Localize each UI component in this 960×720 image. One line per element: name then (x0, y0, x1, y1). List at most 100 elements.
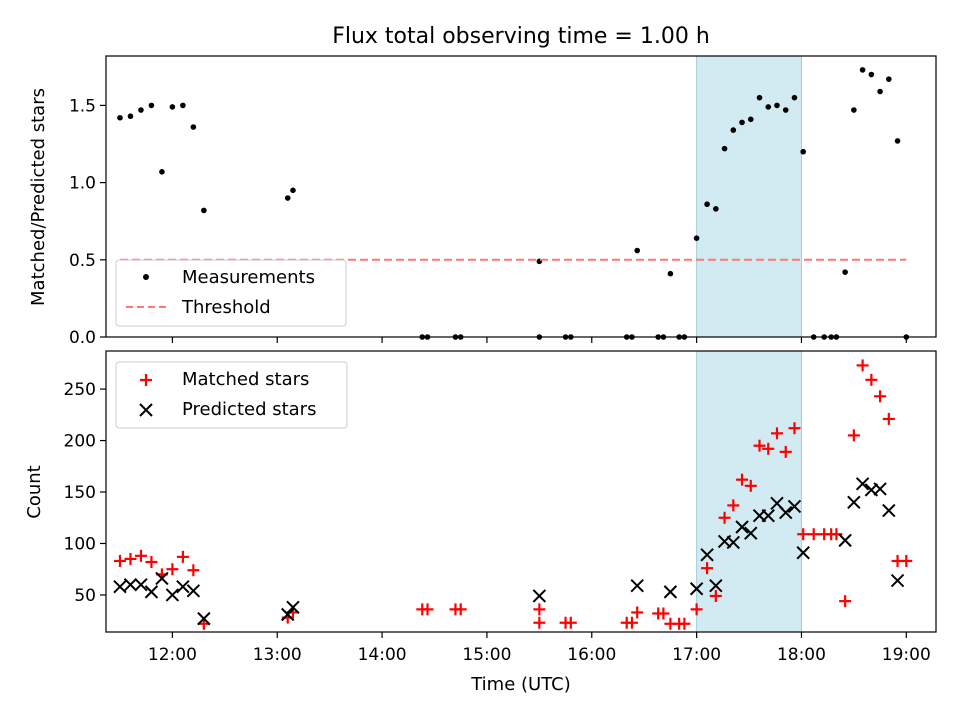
measurements-point (190, 124, 197, 130)
predicted-stars-point (838, 533, 852, 548)
matched-stars-point (882, 412, 895, 425)
measurements-point (859, 67, 866, 73)
y-tick-label: 100 (64, 534, 96, 554)
chart-title: Flux total observing time = 1.00 h (332, 24, 710, 49)
count-y-axis-label: Count (24, 465, 45, 518)
x-tick-label: 13:00 (253, 645, 302, 665)
matched-stars-point (564, 616, 577, 629)
measurements-point (868, 71, 875, 78)
y-tick-label: 1.0 (69, 174, 96, 194)
matched-stars-point (631, 606, 644, 619)
x-tick-label: 16:00 (567, 645, 616, 665)
predicted-stars-point (709, 578, 723, 593)
measurements-point (842, 269, 848, 275)
matched-stars-point (690, 603, 703, 616)
x-tick-label: 15:00 (462, 645, 511, 665)
measurements-legend-label: Measurements (182, 267, 315, 288)
measurements-point (148, 102, 155, 109)
measurements-point (747, 116, 754, 123)
matched-stars-point (678, 617, 691, 630)
predicted-stars-point (735, 520, 749, 534)
predicted-stars-point (144, 585, 159, 599)
measurements-point (721, 145, 728, 152)
measurements-point (127, 113, 134, 120)
predicted-stars-point (165, 588, 180, 602)
matched-stars-point (145, 556, 158, 569)
predicted-stars-point (700, 548, 714, 562)
y-tick-label: 0.5 (69, 251, 96, 271)
y-tick-label: 200 (64, 432, 96, 452)
matched-stars-point (807, 528, 820, 541)
predicted-stars-point (630, 578, 644, 593)
matched-stars-point (701, 562, 714, 575)
threshold-legend-label: Threshold (181, 297, 271, 318)
predicted-stars-point (123, 577, 138, 592)
predicted-stars-point (663, 585, 678, 599)
predicted-stars-point (286, 600, 300, 615)
matched-stars-point (113, 554, 126, 567)
measurements-point (730, 127, 737, 133)
matched-stars-point (779, 445, 792, 458)
matched-stars-point (770, 427, 783, 440)
measurements-point (201, 207, 207, 214)
matched-stars-point (856, 359, 869, 372)
measurements-point (138, 107, 144, 113)
count-legend-box (115, 361, 348, 429)
x-tick-label: 17:00 (672, 645, 721, 665)
measurements-point (284, 195, 291, 201)
predicted-stars-point (113, 580, 127, 594)
matched-stars-point (744, 479, 757, 492)
measurements-point (791, 94, 798, 101)
matched-stars-point (657, 607, 670, 620)
measurements-point (704, 201, 710, 208)
matched-stars-point (176, 550, 189, 563)
matched-stars-point (124, 552, 137, 565)
x-tick-label: 12:00 (148, 645, 197, 665)
predicted-stars-point (873, 482, 887, 496)
count-axes: 50 100 150 200 250 12:00 13:00 14:00 15:00 16:00 1… (64, 350, 937, 665)
matched-stars-point (709, 589, 722, 602)
matched-stars-point (187, 564, 200, 577)
matched-stars-point (874, 390, 887, 403)
predicted-stars-point (186, 584, 201, 598)
predicted-stars-point (155, 571, 169, 586)
predicted-stars-point (761, 508, 775, 523)
measurements-point (851, 107, 857, 113)
y-tick-label: 1.5 (69, 96, 96, 116)
measurements-point (765, 104, 772, 110)
measurements-point (877, 88, 883, 95)
y-tick-label: 50 (74, 586, 96, 606)
measurements-point (634, 247, 640, 254)
matched-stars-point (797, 528, 810, 541)
predicted-legend-label: Predicted stars (182, 399, 316, 420)
x-tick-label: 18:00 (777, 645, 826, 665)
predicted-stars-point (532, 589, 547, 603)
count-legend: Matched stars Predicted stars (115, 361, 348, 429)
matched-stars-point (533, 616, 546, 629)
matched-stars-point (454, 603, 467, 616)
measurements-point (290, 187, 296, 194)
predicted-stars-point (855, 477, 870, 491)
matched-stars-point (718, 511, 731, 524)
x-tick-label: 14:00 (358, 645, 407, 665)
measurements-legend-marker (143, 274, 149, 280)
measurements-point (774, 102, 780, 109)
predicted-stars-point (197, 611, 211, 626)
matched-stars-point (865, 373, 878, 386)
matched-stars-point (727, 499, 740, 512)
measurements-point (713, 206, 719, 212)
measurements-point (667, 270, 674, 277)
predicted-stars-point (726, 535, 741, 550)
predicted-stars-point (689, 582, 704, 596)
measurements-point (739, 119, 745, 126)
matched-stars-point (736, 473, 749, 486)
measurements-point (756, 94, 763, 101)
matched-stars-point (625, 616, 638, 629)
measurements-point (800, 148, 806, 155)
matched-stars-point (900, 554, 913, 567)
shaded-span-band (696, 56, 802, 337)
matched-stars-point (753, 439, 766, 452)
shaded-span (696, 56, 802, 337)
matched-stars-point (421, 603, 434, 616)
